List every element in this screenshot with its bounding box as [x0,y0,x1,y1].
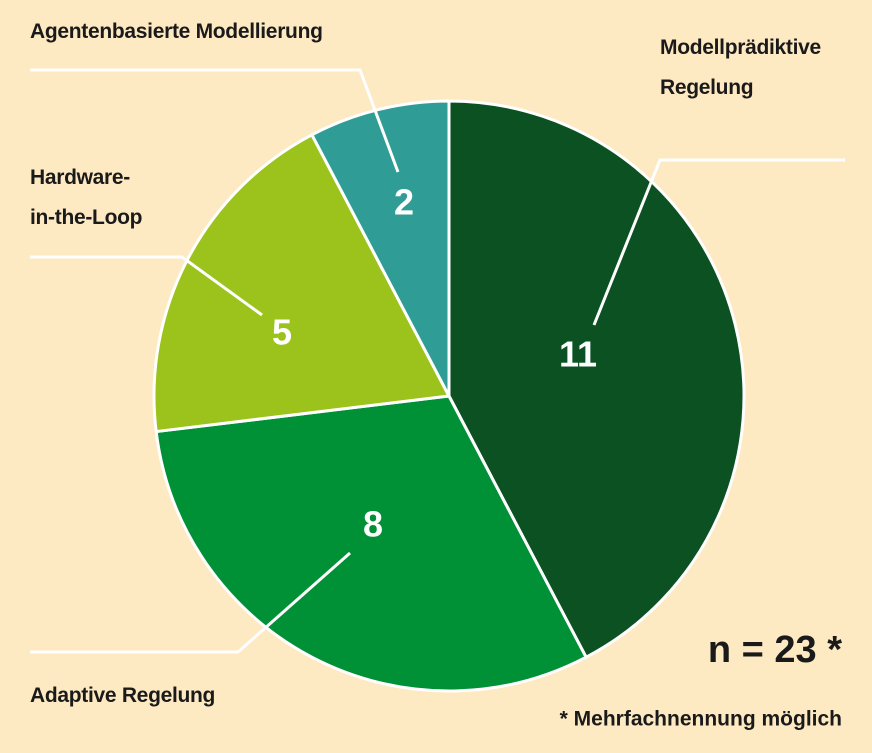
leader-line [30,68,400,173]
pie-slice [152,133,451,434]
pie-slice [447,99,746,659]
value-label: 5 [272,312,292,353]
category-label: Agentenbasierte Modellierung [30,20,323,43]
category-label: Hardware-in-the-Loop [30,166,143,229]
n-note: n = 23 * [708,629,842,671]
pie-slice [154,394,588,693]
footnote: * Mehrfachnennung möglich [560,708,842,731]
leader-line [592,158,845,326]
leader-line [30,551,351,654]
value-label: 11 [559,334,597,375]
slices [152,99,746,693]
leader-line [30,255,263,317]
category-label: Adaptive Regelung [30,684,216,707]
value-label: 2 [394,182,414,223]
category-label: Modellprädiktive Regelung [660,36,821,99]
pie-slice [310,99,451,398]
value-label: 8 [363,504,383,545]
